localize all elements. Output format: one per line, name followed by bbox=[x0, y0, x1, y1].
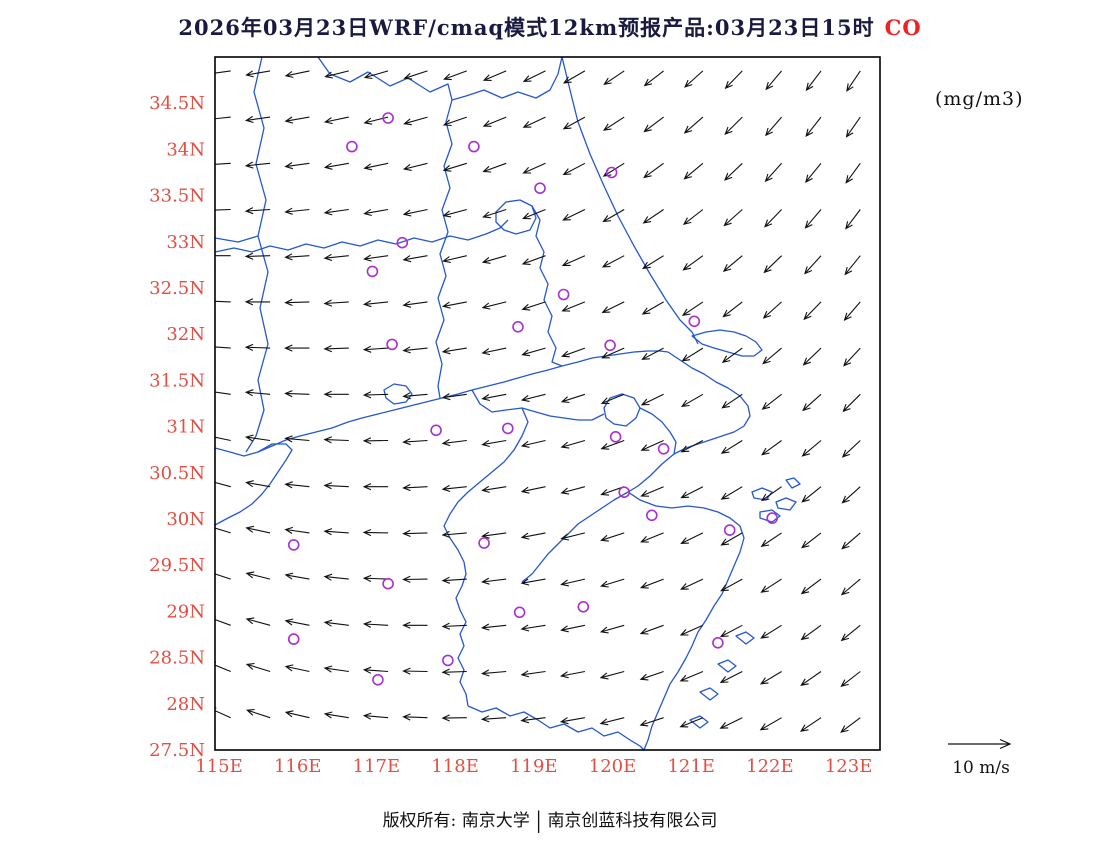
y-tick-label: 34.5N bbox=[149, 93, 205, 114]
station-marker bbox=[287, 633, 300, 645]
x-tick-label: 116E bbox=[274, 756, 322, 777]
station-marker bbox=[382, 112, 394, 124]
station-marker bbox=[382, 577, 394, 590]
station-marker bbox=[501, 422, 514, 435]
species-label: CO bbox=[884, 15, 922, 40]
y-tick-label: 31N bbox=[166, 417, 205, 438]
station-marker bbox=[657, 442, 670, 455]
y-tick-label: 33.5N bbox=[149, 186, 205, 207]
map-frame bbox=[214, 56, 881, 751]
station-marker bbox=[557, 288, 570, 301]
y-tick-label: 30.5N bbox=[149, 463, 205, 484]
x-tick-label: 119E bbox=[510, 756, 558, 777]
station-marker bbox=[688, 315, 701, 328]
copyright-separator: | bbox=[535, 808, 542, 834]
station-markers-layer bbox=[287, 112, 779, 686]
reference-arrow-icon bbox=[948, 738, 1012, 750]
station-marker bbox=[430, 424, 442, 437]
station-marker bbox=[287, 539, 300, 551]
wind-scale-label: 10 m/s bbox=[952, 758, 1010, 778]
x-tick-label: 115E bbox=[195, 756, 243, 777]
y-tick-label: 30N bbox=[166, 509, 205, 530]
station-marker bbox=[534, 182, 546, 194]
station-marker bbox=[442, 654, 454, 667]
station-marker bbox=[366, 265, 379, 278]
copyright-owner: 版权所有: 南京大学 bbox=[382, 811, 530, 831]
station-marker bbox=[766, 512, 779, 524]
y-tick-label: 29.5N bbox=[149, 555, 205, 576]
station-marker bbox=[645, 509, 658, 522]
x-tick-label: 120E bbox=[589, 756, 637, 777]
station-marker bbox=[468, 140, 480, 153]
units-label: (mg/m3) bbox=[935, 88, 1024, 110]
y-tick-label: 28.5N bbox=[149, 648, 205, 669]
station-marker bbox=[723, 524, 736, 536]
x-tick-label: 121E bbox=[667, 756, 715, 777]
y-tick-label: 34N bbox=[166, 139, 205, 160]
station-marker bbox=[478, 537, 490, 549]
y-tick-label: 31.5N bbox=[149, 370, 205, 391]
y-tick-label: 29N bbox=[166, 601, 205, 622]
copyright-company: 南京创蓝科技有限公司 bbox=[547, 811, 718, 831]
copyright-footer: 版权所有: 南京大学 | 南京创蓝科技有限公司 bbox=[0, 806, 1100, 834]
station-marker bbox=[512, 320, 524, 333]
station-marker bbox=[386, 338, 398, 351]
wind-vector-layer bbox=[215, 70, 861, 733]
station-marker bbox=[609, 430, 622, 443]
y-tick-label: 32.5N bbox=[149, 278, 205, 299]
x-tick-label: 122E bbox=[746, 756, 794, 777]
chart-title-text: 2026年03月23日WRF/cmaq模式12km预报产品:03月23日15时 bbox=[178, 15, 875, 40]
station-marker bbox=[712, 636, 724, 649]
station-marker bbox=[513, 606, 526, 619]
map-boundaries-layer bbox=[215, 57, 801, 750]
y-tick-label: 27.5N bbox=[149, 740, 205, 761]
x-tick-label: 118E bbox=[431, 756, 479, 777]
x-tick-label: 123E bbox=[825, 756, 873, 777]
station-marker bbox=[604, 339, 616, 352]
x-tick-label: 117E bbox=[353, 756, 401, 777]
station-marker bbox=[346, 140, 358, 153]
y-tick-label: 28N bbox=[166, 694, 205, 715]
y-tick-label: 32N bbox=[166, 324, 205, 345]
station-marker bbox=[605, 166, 618, 179]
y-tick-label: 33N bbox=[166, 232, 205, 253]
station-marker bbox=[618, 486, 631, 499]
station-marker bbox=[396, 236, 409, 249]
station-marker bbox=[577, 600, 590, 613]
station-marker bbox=[372, 673, 384, 686]
page-title: 2026年03月23日WRF/cmaq模式12km预报产品:03月23日15时 C… bbox=[0, 12, 1100, 42]
